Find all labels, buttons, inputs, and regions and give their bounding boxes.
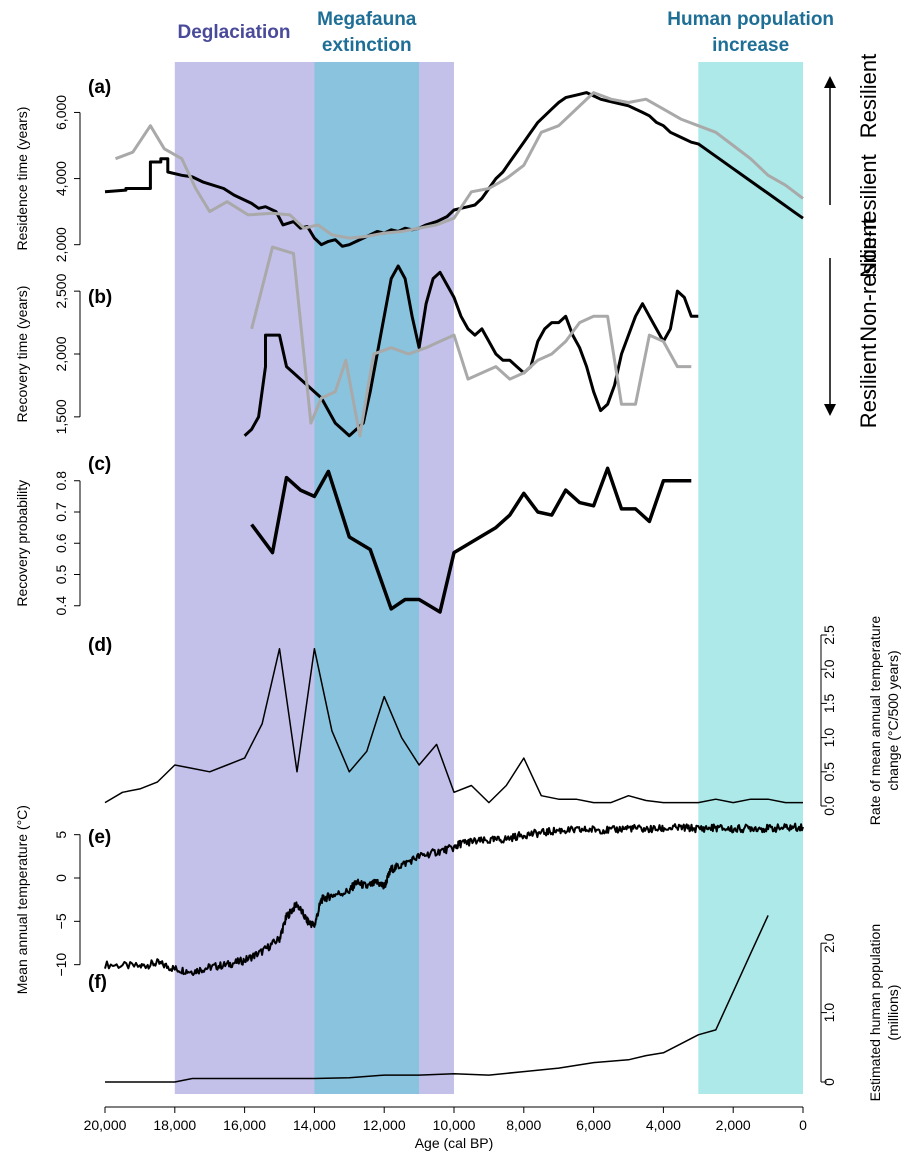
series-line-b-2	[250, 245, 692, 438]
y-tick-label-b: 2,000	[53, 336, 69, 371]
y-label-d-line-2: change (°C/500 years)	[885, 650, 901, 790]
y-tick-label-d: 2.0	[821, 659, 837, 679]
x-tick-label: 20,000	[84, 1117, 127, 1133]
x-tick-label: 8,000	[506, 1117, 541, 1133]
y-tick-label-d: 1.0	[821, 728, 837, 748]
resilience-annotations: ResilientNon-resilientNon-resilientResil…	[824, 54, 881, 428]
y-tick-label-d: 1.5	[821, 693, 837, 713]
period-labels: Deglaciation Megafauna extinction Human pop…	[178, 9, 835, 56]
y-tick-label-b: 1,500	[53, 399, 69, 434]
y-tick-label-d: 0.5	[821, 762, 837, 782]
panel-tag-c: (c)	[88, 454, 111, 475]
y-tick-label-e: 5	[53, 831, 69, 839]
series-line-e-1	[104, 822, 804, 976]
panel-tag-b: (b)	[88, 287, 112, 308]
panel-d: (d) 0.0 0.5 1.0 1.5 2.0 2.5 Rate of mean annual…	[88, 616, 901, 826]
panel-a: (a) 2,000 4,000 6,000 Residence time (years)	[14, 77, 804, 262]
y-tick-label-f: 0	[821, 1078, 837, 1086]
series-line-a-2	[114, 91, 804, 240]
shaded-periods	[174, 62, 803, 1094]
y-label-f-line-2: (millions)	[885, 985, 901, 1041]
shaded-band-3	[698, 62, 803, 1094]
y-tick-label-c: 0.8	[53, 471, 69, 491]
x-axis: 20,000 18,000 16,000 14,000 12,000 10,000 8,00…	[84, 1106, 807, 1151]
x-tick-label: 0	[799, 1117, 807, 1133]
y-label-e: Mean annual temperature (°C)	[14, 805, 30, 994]
x-tick-label: 16,000	[223, 1117, 266, 1133]
y-tick-label-f: 2.0	[821, 933, 837, 953]
panel-tag-f: (f)	[88, 972, 107, 993]
label-resilient-bottom: Resilient	[856, 344, 881, 428]
x-tick-label: 18,000	[153, 1117, 196, 1133]
period-label-3-line-1: Human population	[667, 9, 834, 30]
label-non-resilient-bottom: Non-resilient	[856, 218, 881, 342]
y-tick-label-e: −10	[53, 953, 69, 977]
y-label-a: Residence time (years)	[14, 107, 30, 251]
period-label-2-line-2: extinction	[322, 35, 412, 56]
y-label-d-line-1: Rate of mean annual temperature	[867, 616, 883, 826]
series-line-f-1	[105, 915, 769, 1083]
y-tick-label-e: −5	[53, 913, 69, 929]
y-tick-label-a: 4,000	[53, 161, 69, 196]
y-tick-label-a: 2,000	[53, 227, 69, 262]
y-tick-label-f: 1.0	[821, 1003, 837, 1023]
x-tick-label: 2,000	[716, 1117, 751, 1133]
y-tick-label-d: 0.0	[821, 796, 837, 816]
series-line-d-1	[104, 647, 803, 804]
panel-b: (b) 1,500 2,000 2,500 Recovery time (years)	[14, 245, 699, 438]
x-tick-label: 4,000	[646, 1117, 681, 1133]
x-tick-label: 10,000	[433, 1117, 476, 1133]
period-label-2-line-1: Megafauna	[317, 9, 417, 30]
series-line-c-1	[250, 466, 692, 614]
period-label-1: Deglaciation	[178, 22, 291, 43]
y-tick-label-e: 0	[53, 874, 69, 882]
y-tick-label-c: 0.7	[53, 502, 69, 522]
period-label-3-line-2: increase	[712, 35, 789, 56]
y-tick-label-c: 0.6	[53, 533, 69, 553]
y-label-f-line-1: Estimated human population	[867, 924, 883, 1101]
y-label-c: Recovery probability	[14, 480, 30, 607]
label-non-resilient-top: Non-resilient	[856, 154, 881, 278]
shaded-band-2	[314, 62, 420, 1094]
panels: (a) 2,000 4,000 6,000 Residence time (years)…	[14, 77, 901, 1101]
y-tick-label-d: 2.5	[821, 625, 837, 645]
y-label-b: Recovery time (years)	[14, 286, 30, 423]
panel-e: (e) −10 −5 0 5 Mean annual temperature (°C)	[14, 805, 804, 994]
x-tick-label: 12,000	[363, 1117, 406, 1133]
series-line-b-1	[243, 264, 699, 438]
y-tick-label-b: 2,500	[53, 273, 69, 308]
series-line-a-1	[104, 91, 804, 248]
panel-tag-a: (a)	[88, 77, 111, 98]
x-tick-label: 14,000	[293, 1117, 336, 1133]
y-tick-label-c: 0.4	[53, 596, 69, 616]
label-resilient-top: Resilient	[856, 54, 881, 138]
panel-c: (c) 0.4 0.5 0.6 0.7 0.8 Recovery probability	[14, 454, 692, 616]
x-axis-label: Age (cal BP)	[415, 1135, 494, 1151]
panel-tag-e: (e)	[88, 827, 111, 848]
panel-f: (f) 0 1.0 2.0 Estimated human population (mil…	[88, 915, 901, 1101]
y-tick-label-a: 6,000	[53, 95, 69, 130]
x-tick-label: 6,000	[576, 1117, 611, 1133]
y-tick-label-c: 0.5	[53, 565, 69, 585]
panel-tag-d: (d)	[88, 635, 112, 656]
